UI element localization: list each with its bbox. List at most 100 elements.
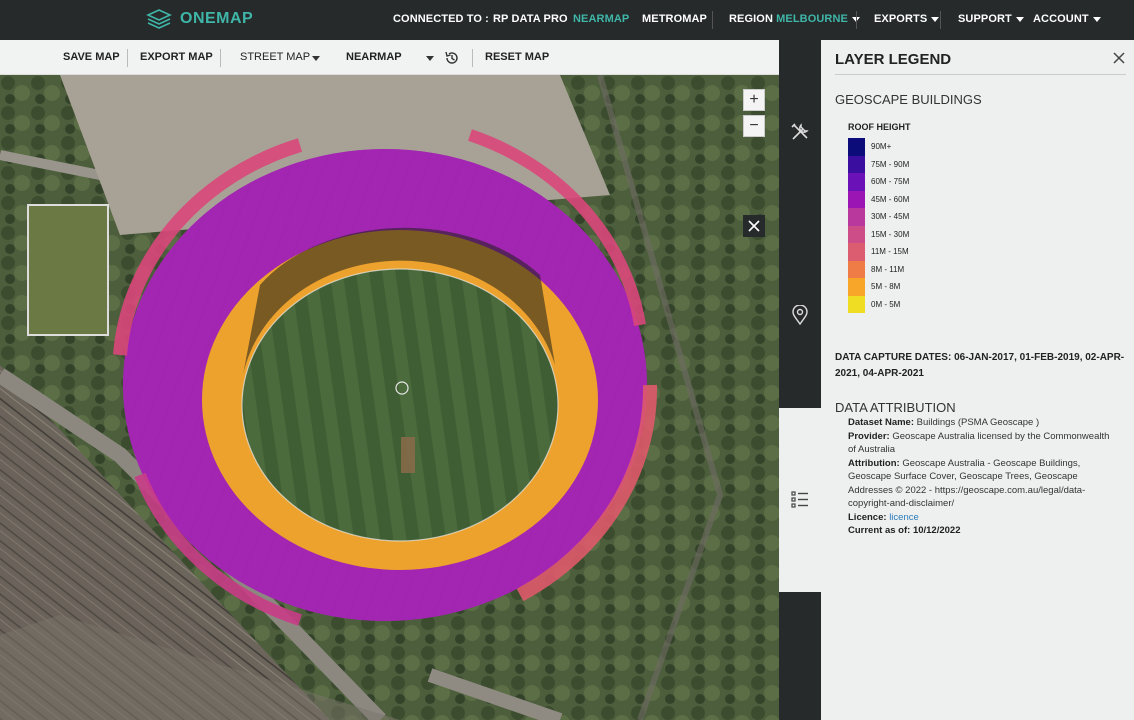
legend-item: 0M - 5M	[848, 295, 909, 313]
location-pin-icon[interactable]	[791, 305, 809, 325]
connection-metromap[interactable]: METROMAP	[642, 13, 707, 25]
close-panel-icon[interactable]	[1112, 51, 1126, 65]
legend-label: 11M - 15M	[871, 247, 909, 257]
support-menu[interactable]: SUPPORT	[958, 13, 1024, 25]
legend-item: 11M - 15M	[848, 243, 909, 261]
legend-label: 60M - 75M	[871, 177, 910, 187]
legend-swatch	[848, 260, 865, 278]
legend-swatch	[848, 278, 865, 296]
chevron-down-icon[interactable]	[426, 56, 434, 61]
dataset-label: Dataset Name:	[848, 417, 914, 428]
region-label: REGION	[729, 13, 773, 25]
data-attribution-title: DATA ATTRIBUTION	[835, 400, 956, 415]
dataset-row: Dataset Name: Buildings (PSMA Geoscape )	[848, 416, 1118, 430]
chevron-down-icon	[1092, 16, 1101, 22]
region-selector[interactable]: REGION MELBOURNE	[729, 13, 860, 25]
legend-label: 8M - 11M	[871, 264, 905, 274]
account-label: ACCOUNT	[1033, 13, 1089, 25]
region-value: MELBOURNE	[776, 13, 848, 25]
close-icon	[748, 220, 760, 232]
connection-rp-data-pro[interactable]: RP DATA PRO	[493, 13, 568, 25]
attribution-value: Geoscape Australia - Geoscape Buildings,…	[848, 457, 1086, 510]
reset-map-button[interactable]: RESET MAP	[485, 51, 550, 63]
logo[interactable]: ONEMAP	[146, 8, 253, 30]
legend-label: 90M+	[871, 142, 892, 152]
legend-swatch	[848, 138, 865, 156]
current-label: Current as of:	[848, 525, 911, 536]
divider	[835, 74, 1126, 75]
logo-text: ONEMAP	[180, 10, 254, 27]
legend-swatch	[848, 155, 865, 173]
legend-label: 45M - 60M	[871, 194, 910, 204]
nav-divider	[940, 11, 941, 29]
current-row: Current as of: 10/12/2022	[848, 524, 1118, 538]
legend-label: 15M - 30M	[871, 229, 910, 239]
tools-icon[interactable]	[790, 122, 810, 142]
chevron-down-icon	[1015, 16, 1024, 22]
top-bar: ONEMAP CONNECTED TO : RP DATA PRO NEARMA…	[0, 0, 1134, 40]
toolbar-divider	[472, 49, 473, 67]
legend-item: 15M - 30M	[848, 225, 910, 243]
licence-label: Licence:	[848, 511, 887, 523]
legend-label: 75M - 90M	[871, 159, 910, 169]
chevron-down-icon	[931, 16, 940, 22]
legend-label: 5M - 8M	[871, 282, 901, 292]
street-map-dropdown[interactable]: STREET MAP	[240, 51, 311, 63]
map-toolbar: SAVE MAP EXPORT MAP STREET MAP NEARMAP R…	[0, 40, 779, 75]
legend-item: 5M - 8M	[848, 278, 909, 296]
support-label: SUPPORT	[958, 13, 1012, 25]
nav-divider	[856, 11, 857, 29]
connected-to-label: CONNECTED TO :	[393, 13, 489, 25]
toolbar-divider	[127, 49, 128, 67]
chevron-down-icon[interactable]	[312, 56, 320, 61]
legend-label: 30M - 45M	[871, 212, 910, 222]
legend-item: 30M - 45M	[848, 208, 909, 226]
legend-item: 75M - 90M	[848, 155, 910, 173]
nearmap-dropdown[interactable]: NEARMAP	[346, 51, 402, 63]
panel-title: LAYER LEGEND	[835, 51, 952, 68]
provider-label: Provider:	[848, 430, 890, 442]
legend-swatch	[848, 295, 865, 313]
legend-item: 90M+	[848, 138, 909, 156]
aerial-map[interactable]	[0, 75, 779, 720]
legend-list-icon[interactable]	[790, 490, 810, 508]
map-view[interactable]: + −	[0, 75, 779, 720]
layer-legend-panel: LAYER LEGEND GEOSCAPE BUILDINGS ROOF HEI…	[821, 40, 1134, 720]
legend-swatch	[848, 173, 865, 191]
attribution-row: Attribution: Geoscape Australia - Geosca…	[848, 457, 1118, 511]
dataset-value: Buildings (PSMA Geoscape )	[916, 417, 1040, 428]
save-map-button[interactable]: SAVE MAP	[63, 51, 120, 63]
layers-logo-icon	[146, 9, 172, 29]
roof-height-label: ROOF HEIGHT	[848, 122, 911, 132]
licence-row: Licence: licence	[848, 511, 1118, 525]
legend-swatch	[848, 225, 865, 243]
provider-row: Provider: Geoscape Australia licensed by…	[848, 430, 1118, 457]
exports-menu[interactable]: EXPORTS	[874, 13, 940, 25]
legend-swatch	[848, 190, 865, 208]
account-menu[interactable]: ACCOUNT	[1033, 13, 1101, 25]
zoom-out-button[interactable]: −	[743, 115, 765, 137]
attribution-label: Attribution:	[848, 457, 900, 469]
clear-map-button[interactable]	[743, 215, 765, 237]
layer-name: GEOSCAPE BUILDINGS	[835, 92, 982, 107]
zoom-in-button[interactable]: +	[743, 89, 765, 111]
nav-divider	[712, 11, 713, 29]
current-value: 10/12/2022	[912, 525, 961, 536]
tool-strip	[779, 40, 821, 720]
export-map-button[interactable]: EXPORT MAP	[140, 51, 213, 63]
legend-item: 60M - 75M	[848, 173, 909, 191]
connection-nearmap[interactable]: NEARMAP	[573, 13, 630, 25]
legend-list: 90M+ 75M - 90M 60M - 75M 45M - 60M 30M -…	[848, 138, 909, 313]
legend-swatch	[848, 208, 865, 226]
legend-label: 0M - 5M	[871, 299, 901, 309]
licence-link[interactable]: licence	[889, 511, 919, 523]
history-icon[interactable]	[444, 50, 460, 66]
data-capture-dates: DATA CAPTURE DATES: 06-JAN-2017, 01-FEB-…	[835, 352, 1125, 379]
legend-swatch	[848, 243, 865, 261]
legend-item: 8M - 11M	[848, 260, 909, 278]
legend-item: 45M - 60M	[848, 190, 910, 208]
attribution-details: Dataset Name: Buildings (PSMA Geoscape )…	[848, 416, 1118, 538]
exports-label: EXPORTS	[874, 13, 928, 25]
toolbar-divider	[220, 49, 221, 67]
chevron-down-icon	[851, 16, 860, 22]
